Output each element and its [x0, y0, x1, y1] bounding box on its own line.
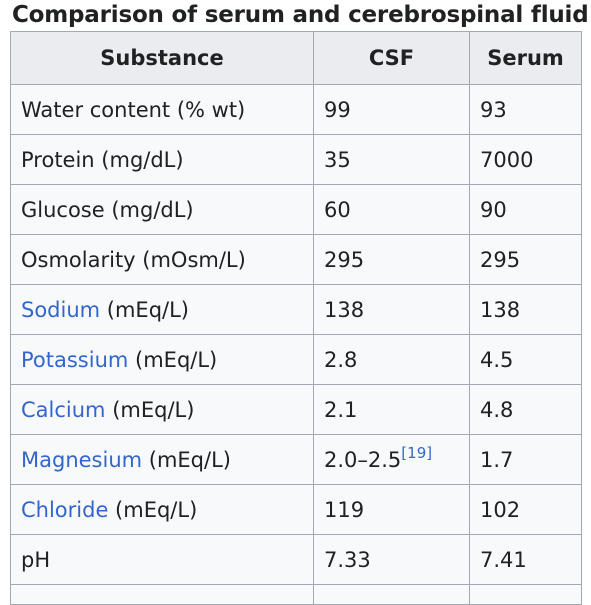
substance-cell: Magnesium (mEq/L): [10, 434, 314, 485]
csf-value: 295: [324, 247, 365, 272]
serum-cell: 7000: [469, 134, 582, 185]
substance-cell: Calcium (mEq/L): [10, 384, 314, 435]
empty-cell: [313, 584, 470, 605]
reference-superscript: [19]: [401, 444, 432, 462]
csf-cell: 99: [313, 84, 470, 135]
serum-cell: 102: [469, 484, 582, 535]
substance-cell: Osmolarity (mOsm/L): [10, 234, 314, 285]
substance-unit: (mEq/L): [105, 397, 195, 422]
serum-cell: 295: [469, 234, 582, 285]
header-substance: Substance: [10, 31, 314, 85]
substance-unit: Water content (% wt): [21, 97, 246, 122]
csf-value: 2.0–2.5: [324, 447, 402, 472]
comparison-table: Substance CSF Serum Water content (% wt)…: [10, 31, 582, 605]
csf-value: 2.1: [324, 397, 358, 422]
substance-link[interactable]: Calcium: [21, 397, 106, 422]
substance-unit: (mEq/L): [128, 347, 218, 372]
substance-cell: pH: [10, 534, 314, 585]
serum-cell: 138: [469, 284, 582, 335]
header-csf: CSF: [313, 31, 470, 85]
substance-link[interactable]: Potassium: [21, 347, 129, 372]
csf-cell: 60: [313, 184, 470, 235]
csf-value: 35: [324, 147, 351, 172]
substance-unit: (mEq/L): [108, 497, 198, 522]
csf-value: 138: [324, 297, 365, 322]
substance-cell: Sodium (mEq/L): [10, 284, 314, 335]
substance-cell: Protein (mg/dL): [10, 134, 314, 185]
reference-link[interactable]: [19]: [401, 443, 433, 462]
table-row: Water content (% wt) 99 93: [10, 84, 582, 135]
csf-cell: 138: [313, 284, 470, 335]
csf-value: 7.33: [324, 547, 371, 572]
empty-cell: [10, 584, 314, 605]
table-row-partial: [10, 584, 582, 605]
substance-link[interactable]: Chloride: [21, 497, 109, 522]
substance-unit: pH: [21, 547, 51, 572]
substance-unit: (mEq/L): [142, 447, 231, 472]
substance-unit: (mEq/L): [100, 297, 190, 322]
substance-cell: Chloride (mEq/L): [10, 484, 314, 535]
csf-value: 119: [324, 497, 365, 522]
table-body: Water content (% wt) 99 93 Protein (mg/dL) 3…: [10, 84, 582, 605]
serum-cell: 90: [469, 184, 582, 235]
substance-cell: Potassium (mEq/L): [10, 334, 314, 385]
csf-cell: 2.0–2.5[19]: [313, 434, 470, 485]
serum-cell: 4.8: [469, 384, 582, 435]
csf-cell: 119: [313, 484, 470, 535]
csf-cell: 2.8: [313, 334, 470, 385]
table-row: Osmolarity (mOsm/L) 295 295: [10, 234, 582, 285]
substance-unit: Protein (mg/dL): [21, 147, 184, 172]
csf-value: 60: [324, 197, 351, 222]
substance-unit: Glucose (mg/dL): [21, 197, 194, 222]
table-row: Chloride (mEq/L) 119 102: [10, 484, 582, 535]
table-row: Sodium (mEq/L) 138 138: [10, 284, 582, 335]
empty-cell: [469, 584, 582, 605]
serum-cell: 4.5: [469, 334, 582, 385]
substance-cell: Water content (% wt): [10, 84, 314, 135]
serum-cell: 7.41: [469, 534, 582, 585]
csf-value: 2.8: [324, 347, 358, 372]
csf-value: 99: [324, 97, 351, 122]
csf-cell: 7.33: [313, 534, 470, 585]
substance-unit: Osmolarity (mOsm/L): [21, 247, 246, 272]
substance-cell: Glucose (mg/dL): [10, 184, 314, 235]
substance-link[interactable]: Sodium: [21, 297, 101, 322]
table-row: Calcium (mEq/L) 2.1 4.8: [10, 384, 582, 435]
csf-cell: 35: [313, 134, 470, 185]
table-row: Protein (mg/dL) 35 7000: [10, 134, 582, 185]
table-caption: Comparison of serum and cerebrospinal fl…: [12, 2, 589, 28]
header-row: Substance CSF Serum: [10, 31, 582, 85]
csf-cell: 2.1: [313, 384, 470, 435]
header-serum: Serum: [469, 31, 582, 85]
serum-cell: 1.7: [469, 434, 582, 485]
table-row: Magnesium (mEq/L) 2.0–2.5[19] 1.7: [10, 434, 582, 485]
table-row: pH 7.33 7.41: [10, 534, 582, 585]
serum-cell: 93: [469, 84, 582, 135]
csf-cell: 295: [313, 234, 470, 285]
table-row: Potassium (mEq/L) 2.8 4.5: [10, 334, 582, 385]
table-row: Glucose (mg/dL) 60 90: [10, 184, 582, 235]
substance-link[interactable]: Magnesium: [21, 447, 143, 472]
